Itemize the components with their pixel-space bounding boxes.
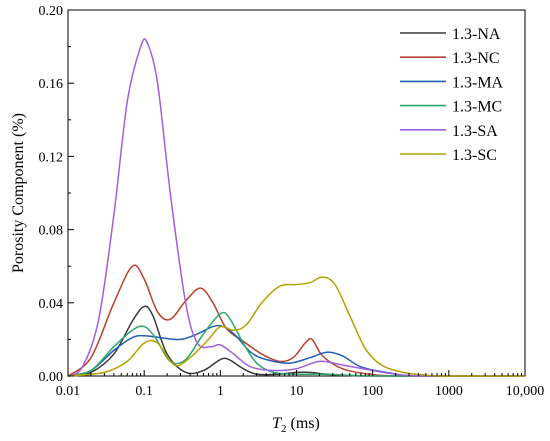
series-line-1-3-sc — [67, 276, 525, 377]
x-axis: 0.01 0.1 1 10 100 1000 10,000 — [56, 370, 545, 399]
y-tick-label: 0.20 — [39, 4, 64, 19]
x-axis-label-unit: (ms) — [287, 415, 320, 432]
x-tick-label: 10,000 — [506, 384, 545, 399]
x-tick-label: 1000 — [435, 384, 463, 399]
legend: 1.3-NA 1.3-NC 1.3-MA 1.3-MC 1.3-SA 1.3-SC — [400, 26, 504, 164]
x-tick-label: 10 — [290, 384, 304, 399]
y-axis: 0.00 0.04 0.08 0.12 0.16 0.20 — [39, 4, 74, 385]
x-tick-label: 1 — [217, 384, 224, 399]
series-line-1-3-mc — [67, 311, 525, 377]
x-tick-label: 0.01 — [56, 384, 81, 399]
x-axis-label: T2 (ms) — [272, 415, 320, 435]
series-line-1-3-na — [67, 305, 525, 377]
series-line-1-3-nc — [67, 264, 525, 377]
y-tick-label: 0.12 — [39, 150, 64, 165]
x-axis-label-subscript: 2 — [281, 423, 287, 435]
x-tick-label: 100 — [362, 384, 383, 399]
legend-label-1-3-mc: 1.3-MC — [452, 99, 502, 116]
legend-label-1-3-ma: 1.3-MA — [452, 74, 504, 91]
series-line-1-3-sa — [67, 38, 525, 377]
y-tick-label: 0.00 — [39, 370, 64, 385]
legend-label-1-3-sc: 1.3-SC — [452, 147, 497, 164]
legend-label-1-3-na: 1.3-NA — [452, 26, 501, 43]
series-curves — [67, 38, 525, 377]
x-axis-label-symbol: T — [272, 415, 282, 432]
y-tick-label: 0.08 — [39, 224, 64, 239]
x-tick-label: 0.1 — [135, 384, 153, 399]
y-tick-label: 0.04 — [39, 297, 64, 312]
legend-label-1-3-sa: 1.3-SA — [452, 123, 498, 140]
series-line-1-3-ma — [67, 324, 525, 377]
y-axis-label: Porosity Component (%) — [10, 113, 27, 273]
y-tick-label: 0.16 — [39, 77, 64, 92]
legend-label-1-3-nc: 1.3-NC — [452, 50, 500, 67]
